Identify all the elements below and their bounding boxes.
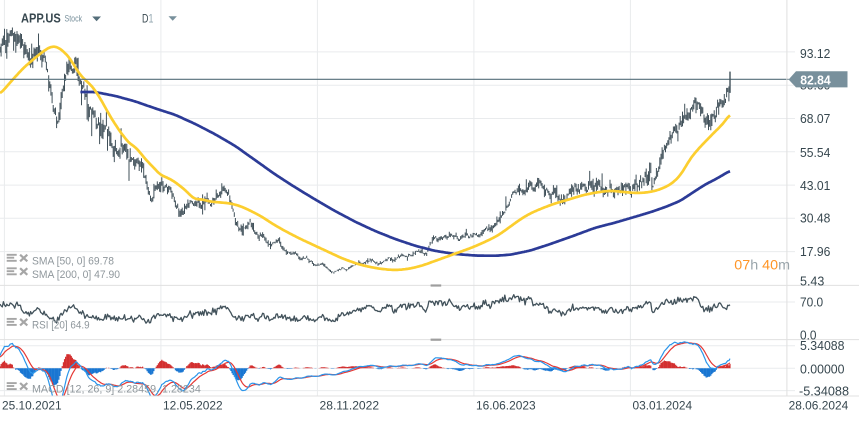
- svg-text:0.0: 0.0: [800, 329, 817, 343]
- svg-text:30.48: 30.48: [800, 212, 830, 226]
- svg-text:5.43: 5.43: [800, 274, 824, 288]
- svg-text:MACD [12, 26, 9] 2.28459, 1.28: MACD [12, 26, 9] 2.28459, 1.28234: [32, 384, 201, 396]
- svg-text:APP.US: APP.US: [21, 12, 61, 26]
- svg-text:70.0: 70.0: [800, 296, 823, 310]
- svg-text:12.05.2022: 12.05.2022: [163, 399, 223, 413]
- svg-text:-5.34088: -5.34088: [799, 385, 849, 399]
- svg-text:82.84: 82.84: [800, 73, 831, 87]
- svg-text:17.96: 17.96: [800, 245, 830, 259]
- svg-text:RSI [20] 64.9: RSI [20] 64.9: [32, 320, 90, 332]
- svg-text:D1: D1: [142, 14, 153, 26]
- svg-text:28.06.2024: 28.06.2024: [789, 399, 849, 413]
- svg-text:03.01.2024: 03.01.2024: [633, 399, 693, 413]
- svg-text:28.11.2022: 28.11.2022: [320, 399, 380, 413]
- svg-text:0.00000: 0.00000: [800, 363, 845, 377]
- svg-text:Stock: Stock: [65, 14, 83, 25]
- svg-text:93.12: 93.12: [800, 47, 830, 61]
- svg-text:43.01: 43.01: [800, 179, 830, 193]
- svg-text:SMA [200, 0] 47.90: SMA [200, 0] 47.90: [32, 269, 120, 281]
- svg-text:SMA [50, 0] 69.78: SMA [50, 0] 69.78: [32, 255, 114, 267]
- svg-text:16.06.2023: 16.06.2023: [476, 399, 536, 413]
- svg-text:68.07: 68.07: [800, 112, 830, 126]
- svg-text:07h 40m: 07h 40m: [734, 258, 790, 273]
- svg-text:25.10.2021: 25.10.2021: [2, 399, 62, 413]
- svg-text:55.54: 55.54: [800, 146, 830, 160]
- svg-text:5.34088: 5.34088: [800, 339, 845, 353]
